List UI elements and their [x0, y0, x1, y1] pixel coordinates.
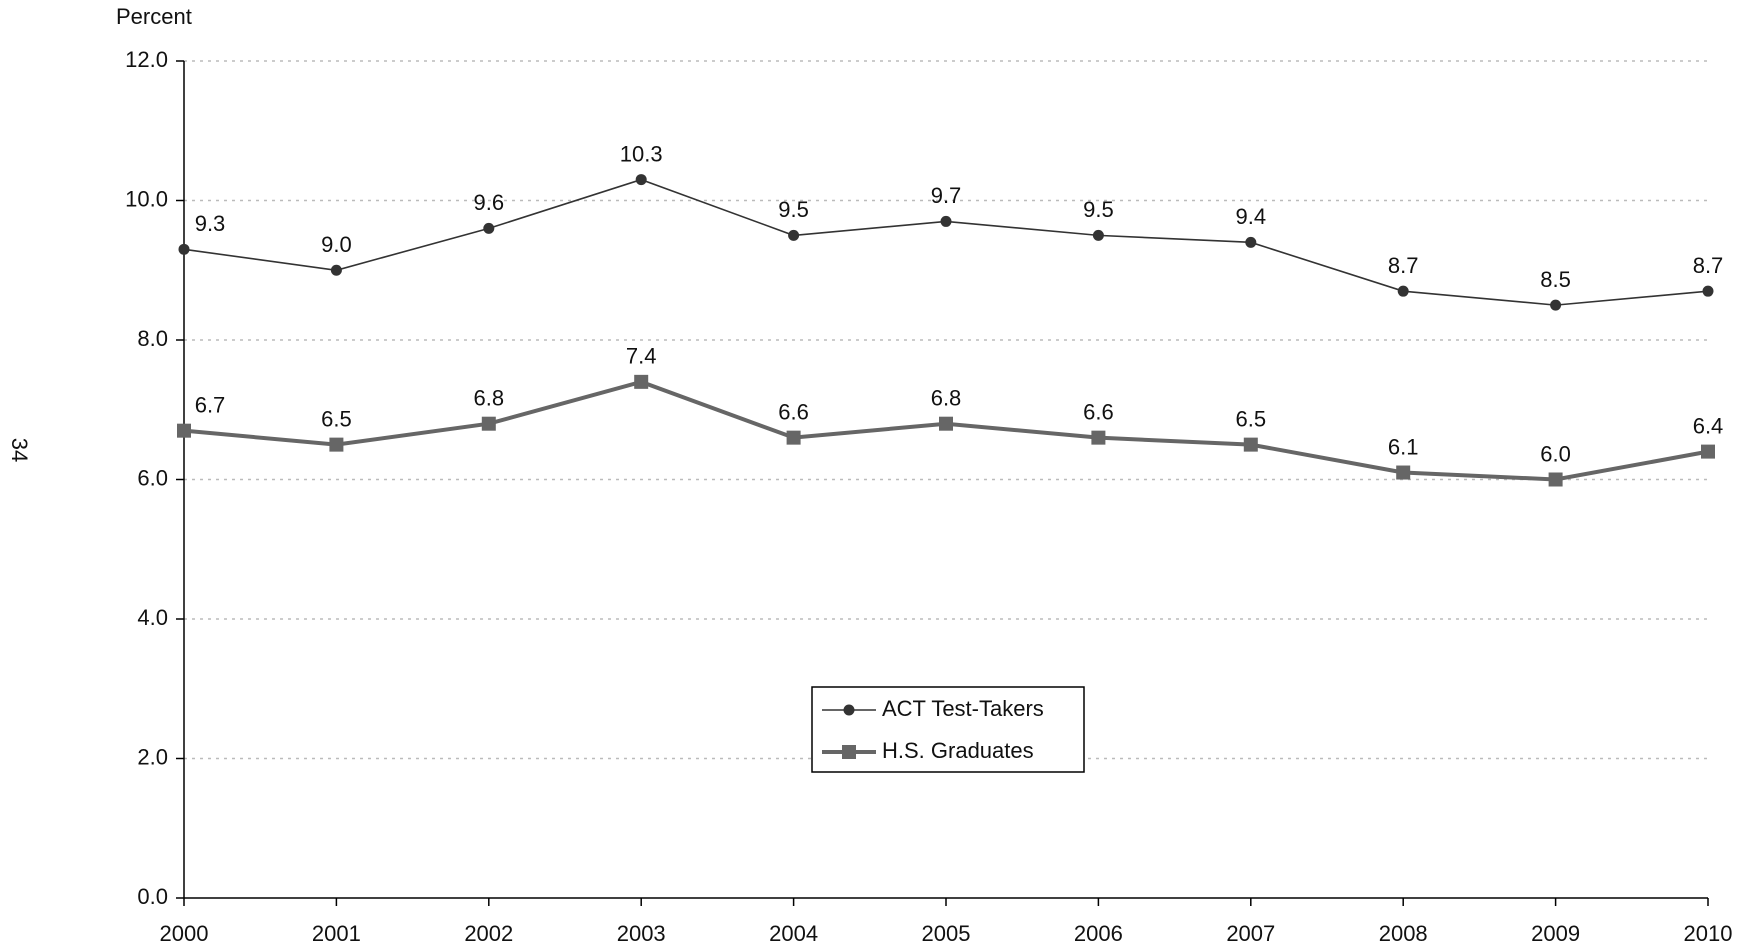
page-number: 34	[7, 438, 32, 462]
y-tick-label: 6.0	[137, 465, 168, 490]
data-label: 9.6	[474, 190, 505, 215]
point	[635, 174, 647, 186]
data-label: 6.5	[321, 406, 352, 431]
point	[1397, 285, 1409, 297]
x-tick-label: 2002	[464, 921, 513, 946]
y-tick-label: 10.0	[125, 186, 168, 211]
data-label: 6.6	[1083, 399, 1114, 424]
point	[939, 416, 953, 431]
point	[329, 437, 344, 452]
x-tick-label: 2010	[1684, 921, 1733, 946]
x-tick-label: 2009	[1531, 921, 1580, 946]
point	[1548, 472, 1563, 487]
point	[483, 222, 495, 234]
point	[1550, 299, 1562, 311]
data-label: 7.4	[626, 344, 657, 369]
data-label: 9.0	[321, 232, 352, 257]
data-label: 6.0	[1540, 441, 1571, 466]
point	[634, 374, 649, 389]
x-tick-label: 2008	[1379, 921, 1428, 946]
point	[1092, 229, 1104, 241]
x-tick-label: 2000	[160, 921, 209, 946]
legend-marker	[843, 704, 855, 716]
legend-marker	[842, 745, 856, 759]
point	[788, 229, 800, 241]
data-label: 8.7	[1388, 253, 1419, 278]
x-tick-label: 2007	[1226, 921, 1275, 946]
legend-label: ACT Test-Takers	[882, 696, 1044, 721]
data-label: 6.1	[1388, 434, 1419, 459]
legend-box	[811, 686, 1085, 773]
y-tick-label: 4.0	[137, 605, 168, 630]
data-label: 10.3	[620, 141, 663, 166]
y-tick-label: 8.0	[137, 326, 168, 351]
point	[1243, 437, 1258, 452]
data-label: 9.7	[931, 183, 962, 208]
legend-label: H.S. Graduates	[882, 738, 1034, 763]
point	[940, 215, 952, 227]
point	[178, 243, 190, 255]
point	[1702, 285, 1714, 297]
data-label: 9.4	[1236, 204, 1267, 229]
point	[1701, 444, 1715, 459]
y-tick-label: 2.0	[137, 744, 168, 769]
data-label: 6.8	[931, 386, 962, 411]
data-label: 6.5	[1236, 406, 1267, 431]
point	[1091, 430, 1106, 445]
x-tick-label: 2004	[769, 921, 818, 946]
data-label: 6.4	[1693, 413, 1724, 438]
x-tick-label: 2005	[922, 921, 971, 946]
data-label: 8.7	[1693, 253, 1724, 278]
x-tick-label: 2006	[1074, 921, 1123, 946]
y-tick-label: 0.0	[137, 884, 168, 909]
data-label: 8.5	[1540, 267, 1571, 292]
x-tick-label: 2001	[312, 921, 361, 946]
data-label: 9.5	[778, 197, 809, 222]
data-label: 9.5	[1083, 197, 1114, 222]
y-axis-label: Percent	[116, 4, 192, 29]
point	[481, 416, 496, 431]
point	[1396, 465, 1411, 480]
data-label: 9.3	[195, 211, 226, 236]
data-label: 6.7	[195, 392, 226, 417]
point	[786, 430, 801, 445]
point	[330, 264, 342, 276]
y-tick-label: 12.0	[125, 47, 168, 72]
x-tick-label: 2003	[617, 921, 666, 946]
point	[177, 423, 191, 438]
data-label: 6.8	[474, 386, 505, 411]
data-label: 6.6	[778, 399, 809, 424]
point	[1245, 236, 1257, 248]
